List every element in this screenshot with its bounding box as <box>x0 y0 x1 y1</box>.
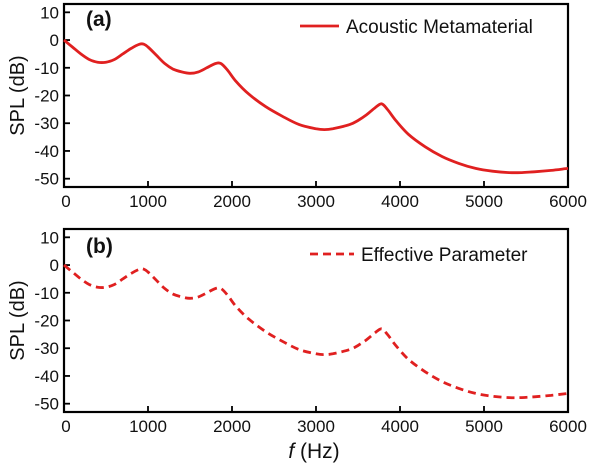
y-tick-label: -20 <box>34 312 59 331</box>
y-tick-label: -40 <box>34 367 59 386</box>
y-tick-label: -30 <box>34 339 59 358</box>
panel-label: (b) <box>86 235 113 258</box>
x-tick-label: 4000 <box>381 417 419 436</box>
y-tick-label: 0 <box>50 256 59 275</box>
x-tick-label: 2000 <box>213 192 251 211</box>
y-tick-label: 10 <box>40 3 59 22</box>
x-tick-label: 0 <box>61 417 70 436</box>
panel-b: 100-10-20-30-40-500 1000 2000 3000 4000 5000 6… <box>7 227 587 436</box>
x-tick-label: 1000 <box>129 192 167 211</box>
y-tick-label: 10 <box>40 228 59 247</box>
y-tick-label: -10 <box>34 284 59 303</box>
y-tick-label: -50 <box>34 170 59 189</box>
x-axis-label: f (Hz) <box>288 440 339 463</box>
x-tick-label: 3000 <box>297 192 335 211</box>
y-axis-label: SPL (dB) <box>7 280 29 360</box>
x-tick-label: 4000 <box>381 192 419 211</box>
x-tick-label: 6000 <box>549 417 587 436</box>
x-tick-label: 1000 <box>129 417 167 436</box>
y-tick-label: -40 <box>34 142 59 161</box>
y-tick-label: -10 <box>34 59 59 78</box>
x-tick-label: 0 <box>61 192 70 211</box>
y-tick-label: -30 <box>34 114 59 133</box>
x-tick-label: 2000 <box>213 417 251 436</box>
series-line <box>63 263 569 400</box>
legend: Effective Parameter <box>310 245 528 266</box>
x-tick-label: 5000 <box>465 417 503 436</box>
panel-a: 100-10-20-30-40-500 1000 2000 3000 4000 5000 6… <box>7 2 587 211</box>
y-tick-label: -50 <box>34 395 59 414</box>
legend: Acoustic Metamaterial <box>300 17 533 38</box>
panel-label: (a) <box>86 8 112 31</box>
y-tick-label: -20 <box>34 87 59 106</box>
legend-label: Effective Parameter <box>361 245 528 266</box>
x-tick-label: 3000 <box>297 417 335 436</box>
y-axis-label: SPL (dB) <box>7 55 29 135</box>
legend-label: Acoustic Metamaterial <box>346 17 533 38</box>
series-line <box>63 38 569 175</box>
x-tick-label: 5000 <box>465 192 503 211</box>
y-tick-label: 0 <box>50 31 59 50</box>
x-tick-label: 6000 <box>549 192 587 211</box>
x-axis-label-unit: (Hz) <box>294 440 340 463</box>
x-axis-label-variable: f <box>288 440 296 463</box>
